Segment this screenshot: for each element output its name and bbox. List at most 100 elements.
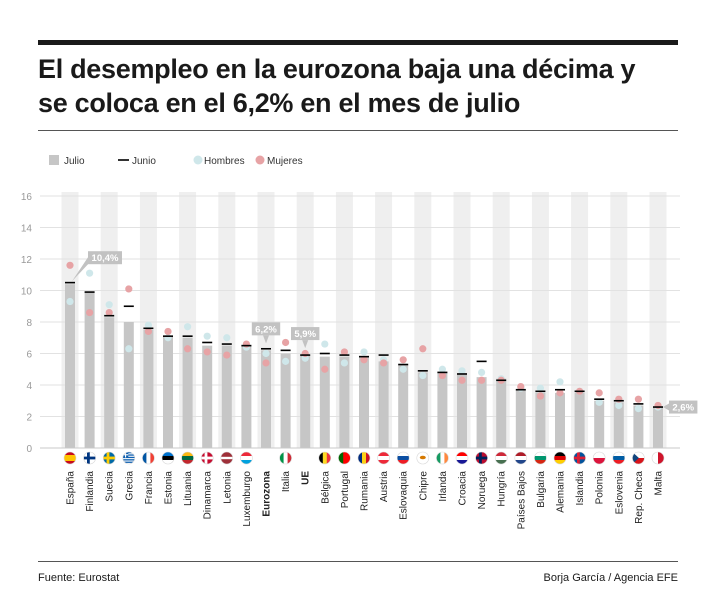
x-tick-label: Francia (144, 471, 155, 505)
x-tick-label: Letonia (222, 471, 233, 504)
dot-mujeres (262, 359, 270, 367)
dot-hombres (360, 348, 368, 356)
callout-pointer (302, 340, 309, 349)
x-tick-label: Malta (654, 471, 665, 496)
france-flag-icon (142, 451, 155, 465)
dot-hombres (458, 367, 466, 375)
x-tick-label: Bulgaria (536, 471, 547, 508)
bar-julio (339, 356, 350, 448)
footer-divider (38, 561, 678, 562)
ireland-flag-icon (436, 451, 449, 465)
portugal-flag-icon (338, 451, 351, 465)
y-tick-label: 4 (26, 381, 32, 392)
legend-hombres-label: Hombres (204, 156, 245, 167)
lithuania-flag-icon (181, 451, 194, 465)
callout-pointer (663, 403, 669, 411)
bar-julio (437, 372, 448, 448)
dot-hombres (399, 365, 407, 373)
dot-mujeres (321, 365, 329, 373)
y-tick-label: 12 (21, 255, 33, 266)
denmark-flag-icon (200, 451, 214, 465)
dot-hombres (634, 405, 643, 413)
x-tick-label: Bélgica (320, 471, 331, 504)
callout-box (251, 322, 281, 336)
x-tick-label: Chipre (418, 471, 429, 501)
chart-title-line-1: El desempleo en la eurozona baja una déc… (38, 54, 636, 84)
title-top-bar (38, 40, 678, 45)
x-tick-label: Polonia (595, 471, 606, 505)
bar-julio (182, 337, 193, 448)
x-tick-label: Alemania (556, 471, 567, 513)
dot-mujeres (438, 371, 446, 380)
dot-hombres (478, 368, 486, 376)
bar-julio (653, 407, 663, 448)
x-tick-label: España (66, 471, 77, 505)
dot-hombres (536, 384, 545, 392)
bar-julio (457, 373, 467, 448)
bar-julio (594, 400, 605, 448)
dot-mujeres (184, 345, 192, 353)
czech-flag-icon (632, 451, 645, 465)
x-tick-label: Lituania (183, 471, 194, 506)
x-tick-label: UE (301, 471, 312, 485)
bar-julio (280, 353, 291, 448)
callout-box (88, 251, 122, 265)
x-tick-label: Suecia (105, 471, 116, 502)
dot-mujeres (458, 376, 466, 384)
x-tick-label: Grecia (124, 471, 135, 501)
x-tick-label: Islandia (575, 471, 586, 506)
x-tick-label: Rep. Checa (634, 471, 645, 524)
dot-hombres (262, 349, 270, 358)
germany-flag-icon (553, 451, 567, 465)
dot-mujeres (164, 327, 172, 336)
x-tick-label: Países Bajos (516, 471, 527, 529)
dot-mujeres (340, 348, 348, 356)
callout-label: 5,9% (294, 329, 316, 340)
bar-julio (417, 372, 428, 448)
dot-mujeres (125, 285, 133, 293)
callout-label: 10,4% (92, 253, 119, 264)
dot-mujeres (595, 389, 603, 397)
bar-julio (202, 345, 213, 448)
x-tick-label: Eslovaquia (399, 471, 410, 520)
dot-mujeres (223, 351, 231, 359)
iceland-flag-icon (573, 451, 586, 465)
dot-mujeres (360, 356, 368, 364)
dot-mujeres (556, 389, 564, 397)
austria-flag-icon (377, 451, 390, 465)
dot-mujeres (517, 382, 525, 391)
x-tick-label: Noruega (477, 471, 488, 510)
bar-julio (163, 336, 173, 448)
x-tick-label: Finlandia (85, 471, 96, 512)
dot-hombres (556, 378, 564, 386)
y-tick-label: 8 (26, 318, 32, 329)
x-tick-label: Italia (281, 471, 292, 493)
bar-julio (496, 378, 507, 448)
dot-hombres (438, 365, 446, 373)
x-tick-label: Luxemburgo (242, 471, 253, 527)
dot-hombres (340, 359, 348, 367)
dot-hombres (419, 371, 427, 380)
column-band (649, 192, 667, 448)
dot-mujeres (203, 348, 211, 356)
dot-hombres (86, 269, 94, 277)
legend-julio-swatch (49, 155, 59, 165)
x-tick-label: Irlanda (438, 471, 449, 502)
callout-pointer (263, 335, 269, 344)
credit-note: Borja García / Agencia EFE (543, 572, 678, 584)
romania-flag-icon (357, 451, 371, 465)
y-tick-label: 14 (21, 224, 33, 235)
dot-hombres (125, 345, 133, 353)
legend-mujeres-swatch (255, 155, 265, 165)
luxembourg-flag-icon (240, 451, 253, 465)
x-tick-label: Eurozona (262, 471, 273, 517)
y-tick-label: 2 (26, 413, 32, 424)
bar-julio (359, 356, 369, 448)
dot-mujeres (86, 308, 94, 317)
latvia-flag-icon (220, 451, 234, 465)
bar-julio (123, 322, 134, 448)
x-tick-label: Rumania (360, 471, 371, 511)
sweden-flag-icon (102, 451, 116, 465)
bar-julio (613, 402, 624, 448)
finland-flag-icon (83, 451, 96, 465)
